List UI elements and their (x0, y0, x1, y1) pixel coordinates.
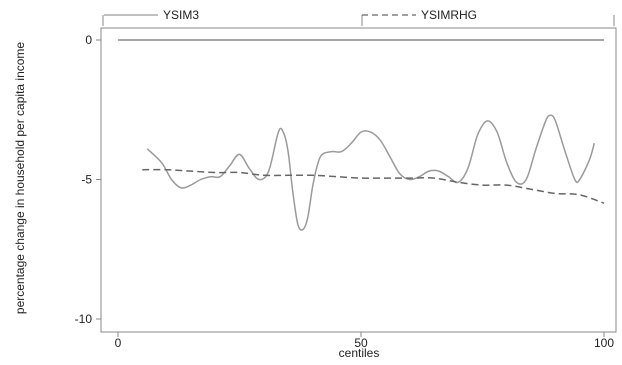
x-tick-label-100: 100 (594, 336, 614, 350)
x-axis-title: centiles (339, 346, 380, 360)
legend-label-ysim3: YSIM3 (163, 8, 199, 22)
series-layer (118, 39, 605, 231)
series-line-ysimrhg (142, 168, 605, 204)
legend-label-ysimrhg: YSIMRHG (421, 8, 477, 22)
y-tick-label-0: 0 (85, 33, 92, 47)
series-line-ysim3 (146, 114, 596, 231)
plot-frame (100, 27, 617, 333)
y-tick-label-minus5: -5 (81, 173, 92, 187)
x-tick-label-0: 0 (115, 336, 122, 350)
legend: YSIM3 YSIMRHG (102, 8, 615, 26)
y-axis-title: percentage change in household per capit… (13, 42, 27, 315)
axis-ticks (96, 39, 605, 337)
y-tick-label-minus10: -10 (75, 312, 93, 326)
x-tick-label-50: 50 (354, 336, 368, 350)
